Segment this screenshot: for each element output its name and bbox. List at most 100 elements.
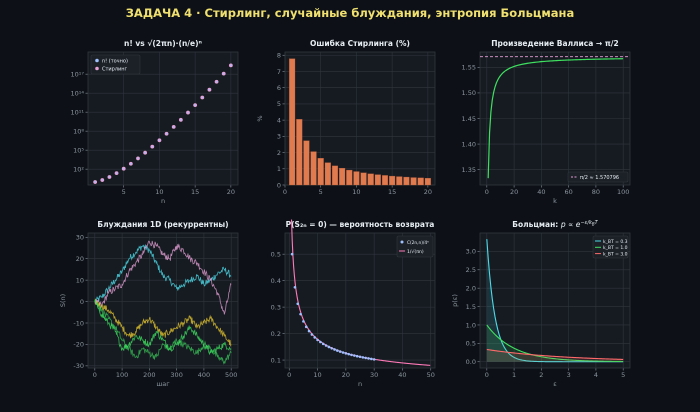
axes-frame	[479, 51, 631, 186]
axes-frame	[479, 232, 631, 369]
exact-point	[208, 88, 211, 91]
x-tick-label: 0	[485, 188, 489, 196]
legend-label-3: k_BT = 3.0	[603, 251, 628, 257]
y-tick-label: 10¹¹	[71, 108, 85, 116]
legend-box	[592, 235, 629, 259]
x-tick-label: 20	[227, 188, 235, 196]
binom-point	[344, 352, 348, 355]
error-bar	[381, 175, 389, 186]
panel-title: Произведение Валлиса → π/2	[491, 39, 618, 48]
error-bar	[367, 173, 374, 186]
binom-point	[327, 345, 331, 349]
x-tick-label: 15	[388, 188, 396, 196]
x-tick-label: 200	[143, 371, 155, 379]
y-tick-label: 2.5	[466, 266, 476, 274]
boltzmann-area-2	[486, 324, 624, 362]
x-tick-label: 20	[424, 188, 432, 196]
y-tick-label: 6	[277, 84, 281, 92]
binom-point	[372, 358, 376, 361]
binom-point	[333, 348, 336, 351]
binom-point	[330, 346, 333, 350]
y-tick-label: 0	[277, 181, 281, 189]
y-tick-label: 0.3	[271, 303, 281, 311]
error-bar	[324, 162, 331, 186]
binom-point	[296, 302, 300, 306]
exact-point	[144, 151, 147, 154]
x-tick-label: 10	[352, 188, 360, 196]
binom-point	[336, 349, 339, 352]
binom-point	[358, 355, 362, 359]
error-bar	[410, 177, 417, 186]
error-bar	[289, 58, 296, 186]
binom-point	[364, 356, 367, 360]
error-bar	[353, 171, 360, 186]
binom-point	[347, 352, 350, 356]
exact-point	[137, 157, 139, 160]
boltzmann-line-3	[486, 348, 624, 360]
x-axis-label: n	[358, 380, 362, 388]
x-tick-label: 50	[427, 371, 435, 379]
x-tick-label: 20	[510, 188, 518, 196]
axes-background	[88, 233, 238, 368]
y-tick-label: 0	[80, 298, 84, 306]
exact-point	[129, 162, 132, 165]
exact-point	[229, 64, 232, 67]
axes-frame	[87, 51, 239, 186]
y-tick-label: 3	[277, 133, 281, 141]
panel-title: Ошибка Стирлинга (%)	[310, 39, 410, 48]
x-tick-label: 3	[567, 371, 571, 379]
y-tick-label: 1.5	[466, 303, 476, 311]
exact-point	[179, 118, 182, 121]
binom-point	[353, 354, 356, 357]
y-tick-label: 0.5	[466, 340, 476, 348]
legend-label-pi-half: π/2 ≈ 1.570796	[580, 175, 619, 181]
y-tick-label: 2	[277, 149, 281, 157]
binom-point	[324, 344, 328, 347]
legend-box	[567, 171, 629, 183]
binom-point	[355, 354, 359, 358]
x-tick-label: 400	[198, 371, 210, 379]
panel-title-math: p ∝ e	[560, 220, 581, 229]
axes-frame	[87, 232, 239, 369]
legend-marker-exact	[95, 58, 99, 63]
binom-point	[341, 351, 345, 354]
error-bar	[317, 158, 324, 186]
y-tick-label: 7	[277, 68, 281, 76]
axes-background	[285, 52, 435, 185]
exact-point	[158, 139, 161, 142]
y-tick-label: 0.1	[271, 356, 281, 364]
binom-point	[299, 312, 302, 316]
x-tick-label: 15	[191, 188, 199, 196]
exact-point	[115, 172, 118, 174]
y-tick-label: -10	[73, 319, 84, 327]
y-tick-label: -20	[73, 341, 84, 349]
exact-point	[194, 104, 197, 106]
exact-point	[222, 72, 225, 75]
y-tick-label: 0.5	[271, 250, 281, 258]
x-tick-label: 30	[370, 371, 378, 379]
figure-suptitle: ЗАДАЧА 4 · Стирлинг, случайные блуждания…	[126, 6, 575, 20]
panel-3: 0 20 40 60 80 100 1.35 1.40 1.45 1.50 1.55 Произвед…	[462, 39, 631, 205]
x-tick-label: 0	[287, 371, 291, 379]
x-tick-label: 5	[621, 371, 625, 379]
y-tick-label: 10	[76, 276, 84, 284]
exact-point	[201, 96, 204, 99]
y-tick-label: -30	[73, 362, 84, 370]
x-tick-label: 2	[539, 371, 543, 379]
error-bar	[396, 176, 403, 186]
x-tick-label: 80	[592, 188, 600, 196]
binom-point	[293, 285, 297, 289]
x-tick-label: 0	[485, 371, 489, 379]
legend-box	[90, 54, 141, 75]
legend-box	[396, 235, 434, 258]
legend-label-exact: n! (точно)	[102, 59, 128, 65]
x-axis-label: ε	[553, 380, 557, 388]
binom-point	[370, 357, 373, 361]
y-tick-label: 8	[277, 52, 281, 60]
binom-point	[319, 340, 322, 344]
error-bar	[360, 172, 367, 186]
y-tick-label: 4	[277, 116, 281, 124]
binom-point	[313, 336, 317, 339]
legend-marker-stirling	[95, 66, 99, 71]
